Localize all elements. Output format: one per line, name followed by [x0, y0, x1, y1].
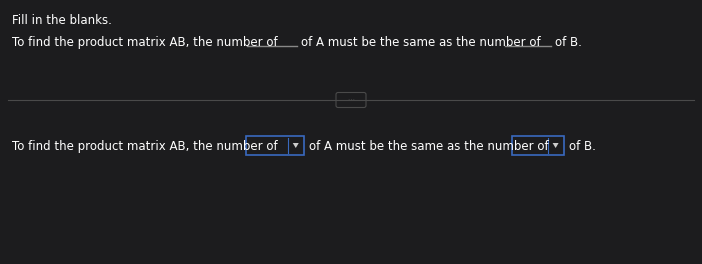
- Text: of B.: of B.: [555, 36, 581, 49]
- Text: Fill in the blanks.: Fill in the blanks.: [12, 14, 112, 27]
- FancyBboxPatch shape: [512, 136, 564, 155]
- Polygon shape: [293, 143, 299, 148]
- Text: of A must be the same as the number of: of A must be the same as the number of: [300, 36, 541, 49]
- FancyBboxPatch shape: [246, 136, 304, 155]
- FancyBboxPatch shape: [336, 92, 366, 107]
- Text: To find the product matrix AB, the number of: To find the product matrix AB, the numbe…: [12, 36, 277, 49]
- Text: ⋯: ⋯: [347, 97, 355, 103]
- Text: of A must be the same as the number of: of A must be the same as the number of: [309, 140, 548, 153]
- Polygon shape: [552, 143, 559, 148]
- Text: of B.: of B.: [569, 140, 595, 153]
- Text: To find the product matrix AB, the number of: To find the product matrix AB, the numbe…: [12, 140, 277, 153]
